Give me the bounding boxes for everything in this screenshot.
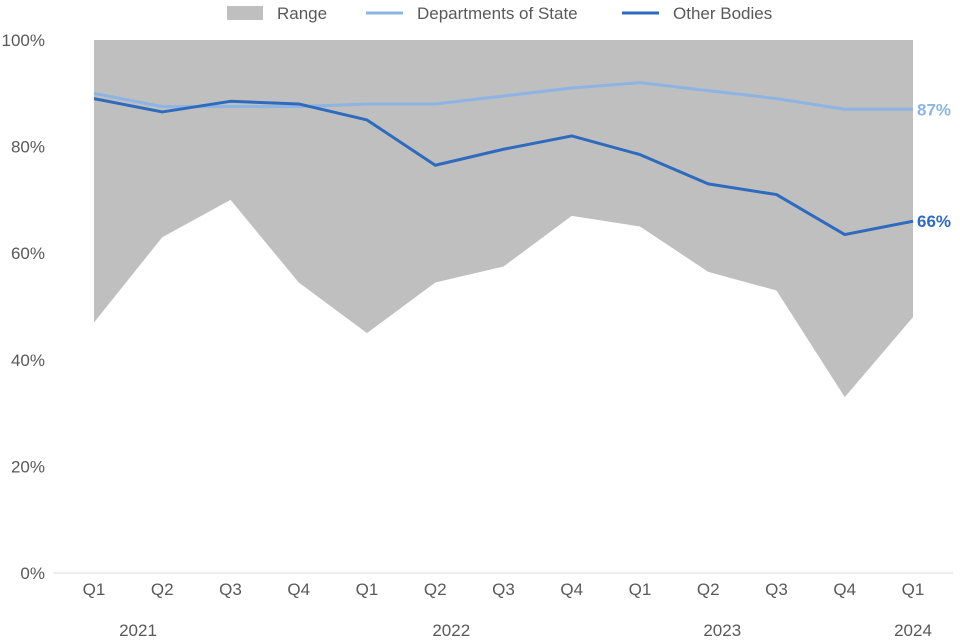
y-tick-label: 20%: [11, 457, 45, 476]
y-tick-label: 0%: [20, 564, 45, 583]
legend-label-range: Range: [277, 4, 327, 23]
end-label-other-bodies: 66%: [917, 212, 951, 231]
y-tick-label: 100%: [2, 31, 45, 50]
x-year-label: 2022: [432, 621, 470, 640]
x-tick-label: Q1: [83, 580, 106, 599]
legend-label-departments-of-state: Departments of State: [417, 4, 578, 23]
x-tick-label: Q3: [765, 580, 788, 599]
y-tick-label: 40%: [11, 351, 45, 370]
x-tick-label: Q3: [219, 580, 242, 599]
y-tick-label: 60%: [11, 244, 45, 263]
x-tick-label: Q2: [424, 580, 447, 599]
range-band: [94, 40, 913, 398]
legend-label-other-bodies: Other Bodies: [673, 4, 772, 23]
legend-swatch-range: [227, 6, 263, 20]
x-axis-ticks: Q1 Q2 Q3 Q4 Q1 Q2 Q3 Q4 Q1 Q2 Q3 Q4 Q1: [83, 580, 925, 599]
x-tick-label: Q3: [492, 580, 515, 599]
x-axis-year-labels: 2021 2022 2023 2024: [119, 621, 932, 640]
y-axis-ticks: 0% 20% 40% 60% 80% 100%: [2, 31, 45, 583]
x-year-label: 2023: [703, 621, 741, 640]
x-tick-label: Q4: [833, 580, 856, 599]
legend: Range Departments of State Other Bodies: [227, 4, 772, 23]
x-tick-label: Q4: [287, 580, 310, 599]
x-tick-label: Q2: [697, 580, 720, 599]
y-tick-label: 80%: [11, 138, 45, 157]
x-tick-label: Q1: [629, 580, 652, 599]
series-line-departments-of-state: [93, 81, 913, 111]
series-line-other-bodies: [93, 97, 914, 237]
x-year-label: 2024: [894, 621, 932, 640]
x-tick-label: Q2: [151, 580, 174, 599]
end-label-departments-of-state: 87%: [917, 100, 951, 119]
x-tick-label: Q1: [902, 580, 925, 599]
x-year-label: 2021: [119, 621, 157, 640]
x-tick-label: Q4: [560, 580, 583, 599]
x-tick-label: Q1: [356, 580, 379, 599]
